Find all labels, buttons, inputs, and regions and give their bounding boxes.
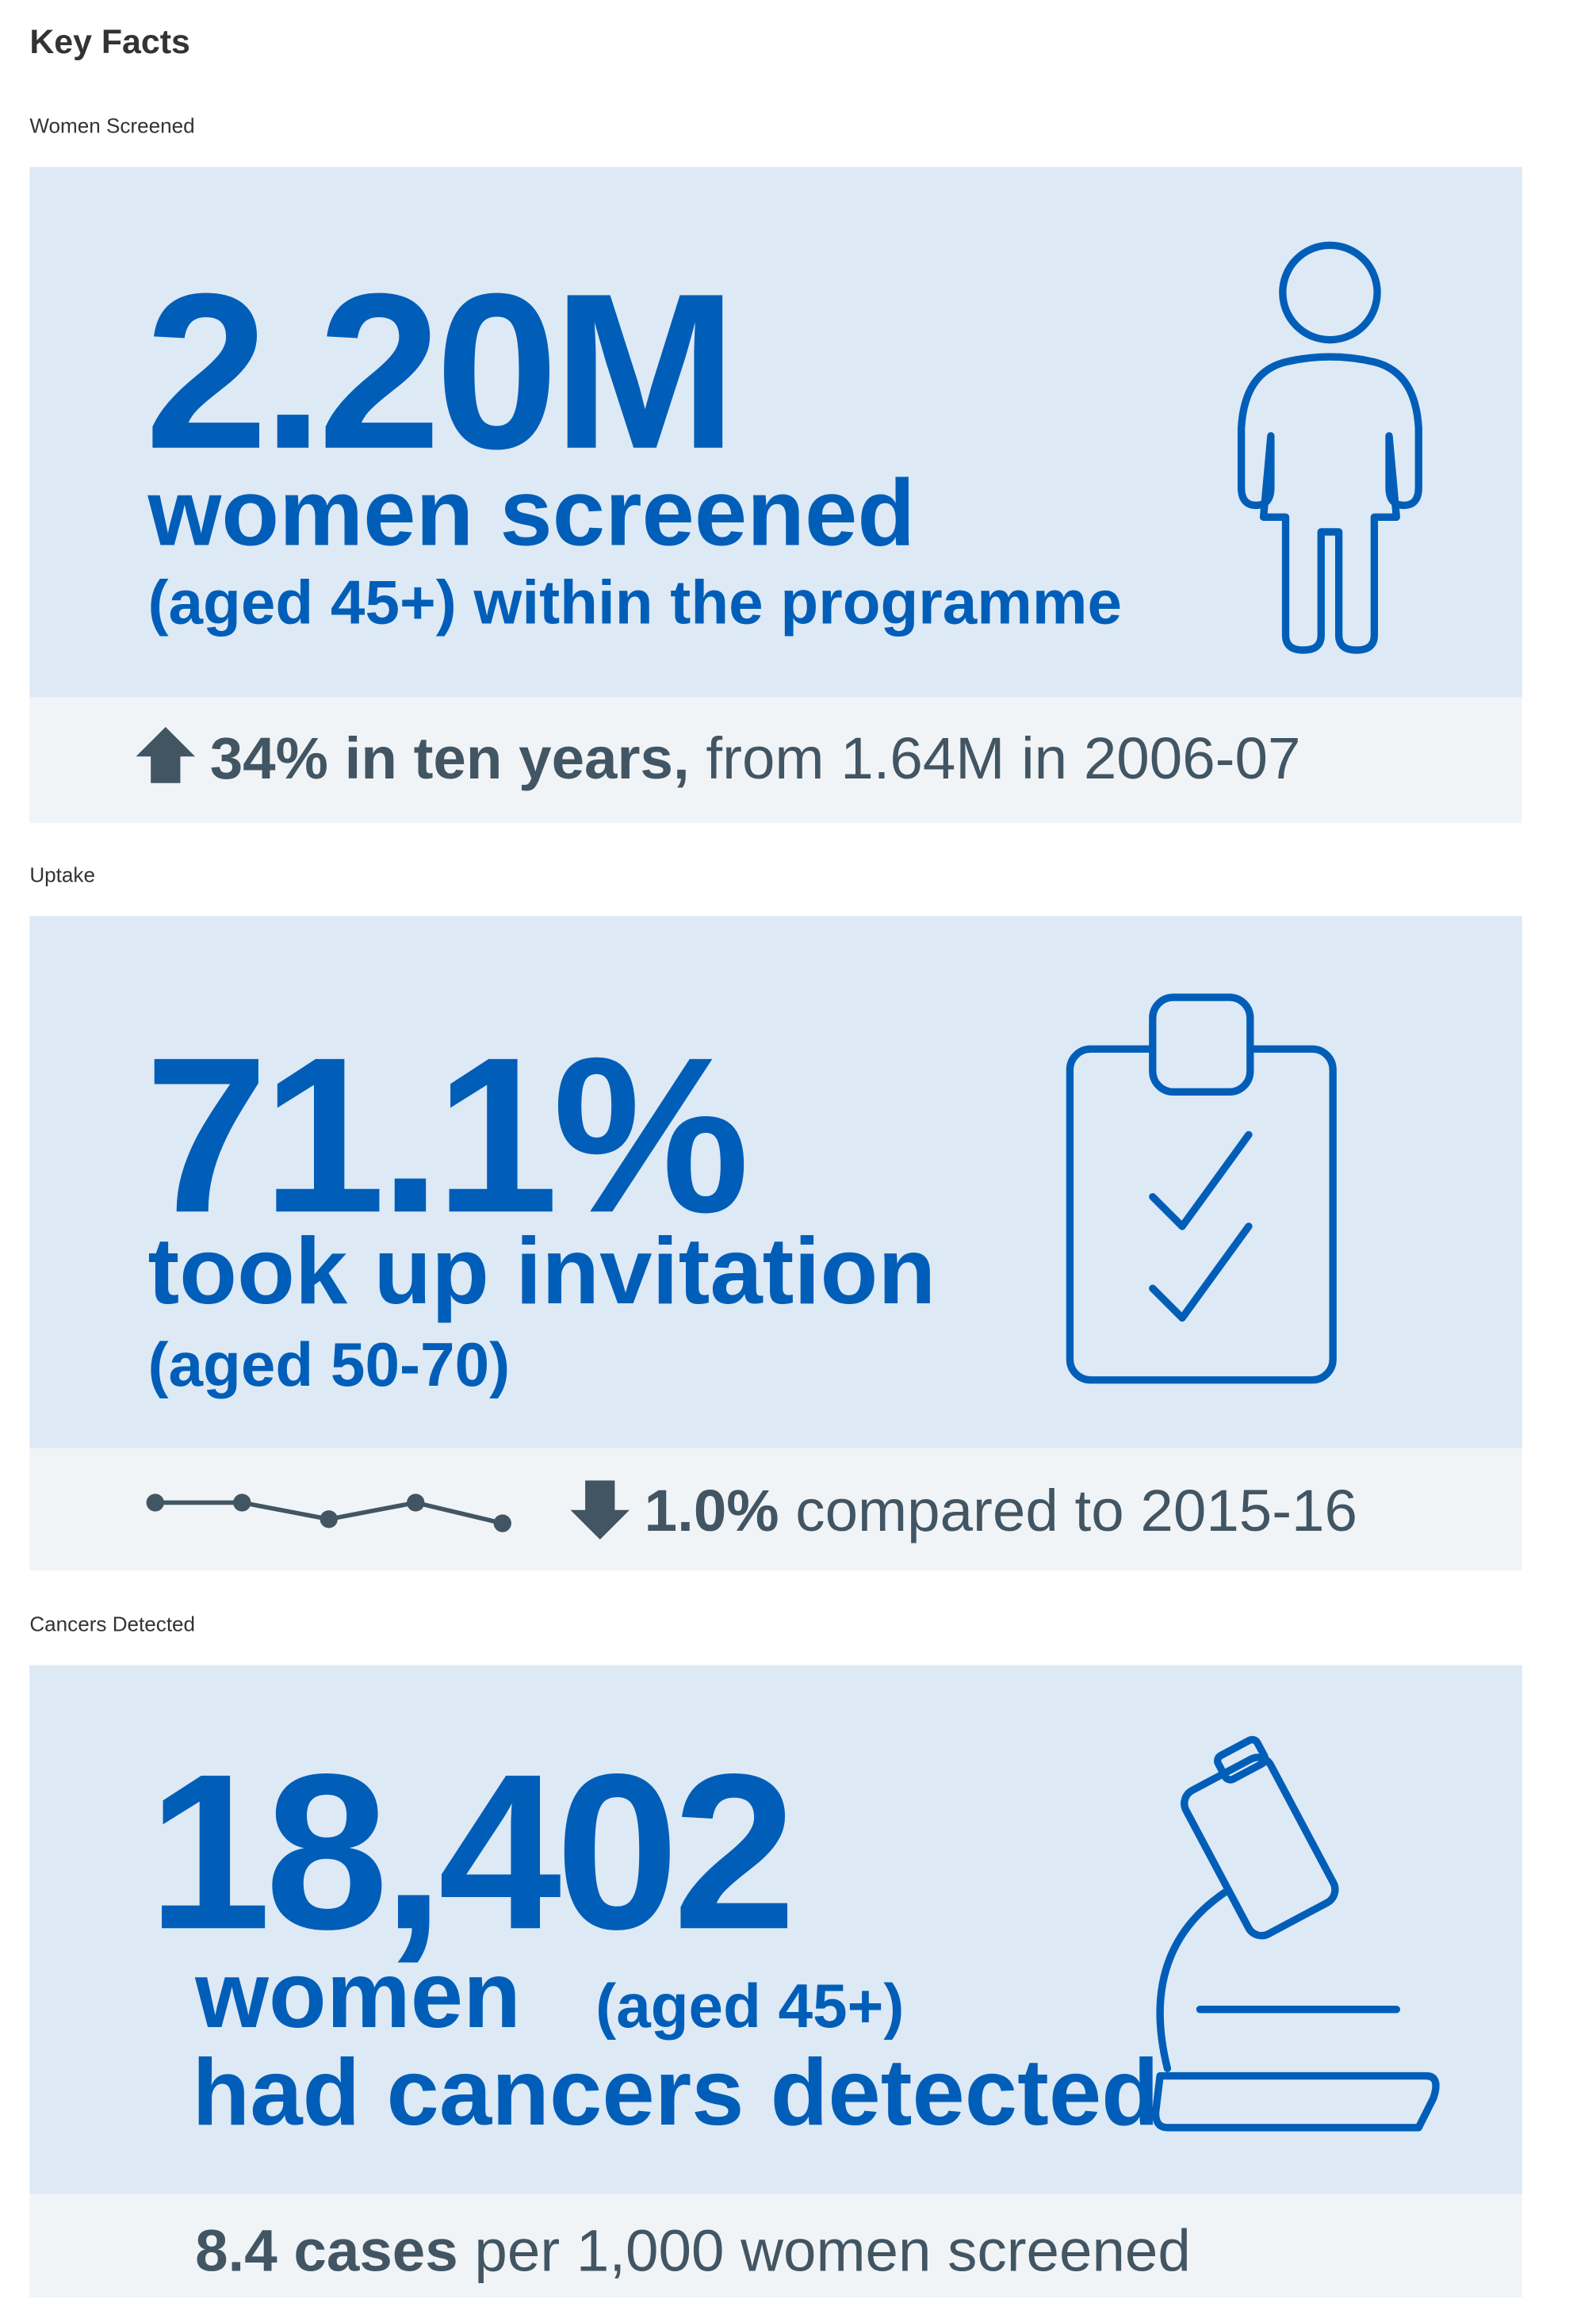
sparkline-point (320, 1510, 338, 1528)
sparkline (146, 1494, 511, 1532)
footer-text: 34% in ten years, from 1.64M in 2006-07 (210, 725, 1301, 791)
headline: 18,402 (147, 1728, 790, 1976)
footer-bold: 34% in ten years, (210, 725, 690, 791)
sparkline-point (407, 1494, 425, 1512)
headline-line: women screened (147, 461, 915, 566)
footer-text: 1.0% compared to 2015-16 (645, 1478, 1357, 1544)
card (29, 916, 1522, 1448)
headline-line: women (194, 1942, 521, 2048)
headline-subline: (aged 45+) within the programme (147, 568, 1122, 637)
footer-bold: 1.0% (645, 1478, 779, 1544)
section-label: Uptake (29, 863, 95, 887)
up-arrow (136, 726, 196, 783)
headline-note: (aged 45+) (595, 1971, 904, 2041)
footer-rest: per 1,000 women screened (474, 2218, 1190, 2284)
microscope-icon (1151, 1735, 1440, 2132)
clipboard-icon (1066, 993, 1337, 1384)
footer-rest: compared to 2015-16 (795, 1478, 1357, 1544)
card-footer (29, 2194, 1522, 2298)
page-title: Key Facts (29, 23, 189, 61)
headline-subline: (aged 50-70) (147, 1329, 510, 1399)
footer-text: 8.4 cases per 1,000 women screened (195, 2218, 1191, 2284)
footer-bold: 8.4 cases (195, 2218, 458, 2284)
sparkline-point (233, 1494, 251, 1512)
footer-rest: from 1.64M in 2006-07 (706, 725, 1300, 791)
headline: 71.1% (145, 1012, 747, 1259)
headline-line: took up invitation (147, 1218, 936, 1324)
card-footer (29, 697, 1522, 824)
headline: 2.20M (145, 248, 732, 495)
sparkline-point (493, 1514, 511, 1532)
card (29, 166, 1522, 698)
section-label: Women Screened (29, 114, 194, 138)
sparkline-point (146, 1494, 164, 1512)
section-label: Cancers Detected (29, 1612, 195, 1636)
woman-icon (1237, 241, 1422, 654)
headline-subline: had cancers detected (192, 2040, 1159, 2145)
